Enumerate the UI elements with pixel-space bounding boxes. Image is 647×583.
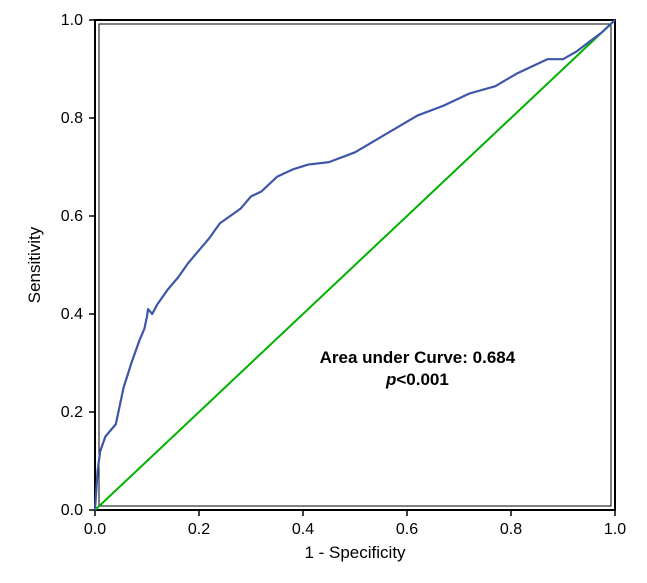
y-tick-label: 0.6 bbox=[61, 208, 83, 225]
y-tick-label: 0.0 bbox=[61, 502, 83, 519]
y-tick-label: 1.0 bbox=[61, 12, 83, 29]
roc-chart: 0.0 0.2 0.4 0.6 0.8 1.0 0.0 0.2 0.4 0.6 0.8 1.0 1 - … bbox=[0, 0, 647, 583]
auc-label: Area under Curve: 0.684 bbox=[320, 348, 516, 367]
x-tick-label: 0.2 bbox=[188, 521, 210, 538]
y-tick-label: 0.8 bbox=[61, 110, 83, 127]
x-axis-title: 1 - Specificity bbox=[304, 543, 406, 562]
x-tick-label: 1.0 bbox=[604, 521, 626, 538]
x-tick-label: 0.8 bbox=[500, 521, 522, 538]
chart-svg: 0.0 0.2 0.4 0.6 0.8 1.0 0.0 0.2 0.4 0.6 0.8 1.0 1 - … bbox=[0, 0, 647, 583]
x-tick-label: 0.0 bbox=[84, 521, 106, 538]
y-axis-title: Sensitivity bbox=[25, 226, 44, 303]
x-tick-label: 0.4 bbox=[292, 521, 314, 538]
y-tick-label: 0.4 bbox=[61, 306, 83, 323]
y-tick-label: 0.2 bbox=[61, 404, 83, 421]
pvalue-label: p<0.001 bbox=[385, 370, 449, 389]
x-tick-label: 0.6 bbox=[396, 521, 418, 538]
